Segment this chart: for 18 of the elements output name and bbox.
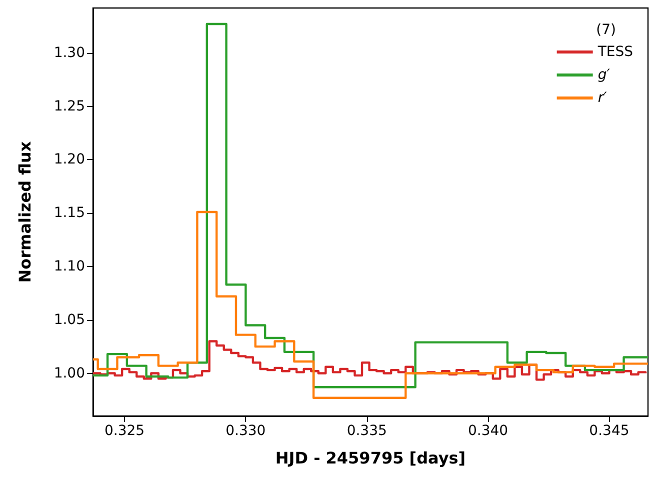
legend-title: (7) <box>596 22 616 38</box>
y-tick-label: 1.25 <box>54 98 85 114</box>
legend-label: g′ <box>598 67 611 83</box>
y-tick-label: 1.05 <box>54 312 85 328</box>
x-axis-title: HJD - 2459795 [days] <box>275 448 466 468</box>
legend-label: TESS <box>596 44 634 60</box>
x-tick-label: 0.330 <box>226 423 266 439</box>
y-tick-label: 1.10 <box>54 258 85 274</box>
x-tick-label: 0.325 <box>104 423 145 439</box>
x-tick-label: 0.345 <box>589 423 630 439</box>
x-tick-label: 0.340 <box>468 423 508 439</box>
legend-label: r′ <box>598 90 608 106</box>
y-axis-title: Normalized flux <box>16 140 34 283</box>
y-tick-label: 1.15 <box>54 205 85 222</box>
y-tick-label: 1.00 <box>54 365 85 382</box>
x-tick-label: 0.335 <box>346 423 387 439</box>
y-tick-label: 1.20 <box>54 152 85 168</box>
y-tick-label: 1.30 <box>54 44 85 61</box>
